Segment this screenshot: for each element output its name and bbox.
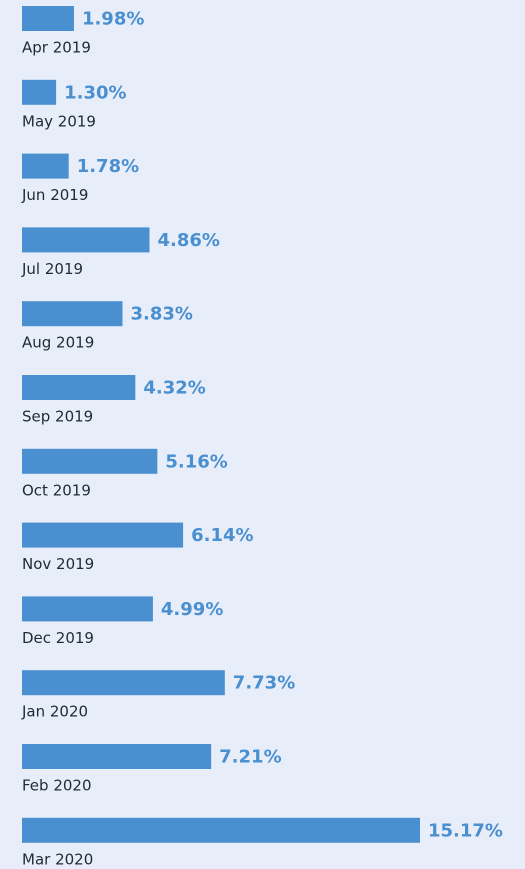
category-label: Mar 2020 [22,850,93,868]
bar [22,670,225,696]
category-label: Jun 2019 [21,186,88,204]
value-label: 3.83% [130,304,192,325]
category-label: Apr 2019 [22,39,91,57]
value-label: 7.73% [233,673,295,694]
value-label: 1.98% [82,9,144,30]
bar [22,79,57,105]
category-label: Sep 2019 [22,408,93,426]
value-label: 7.21% [219,747,281,768]
category-label: Oct 2019 [22,481,91,499]
category-label: Dec 2019 [22,629,94,647]
value-label: 1.30% [64,82,126,103]
bar [22,596,153,622]
value-label: 4.32% [143,378,205,399]
bar [22,744,212,769]
bar [22,817,420,843]
bar [22,448,158,474]
category-label: Jan 2020 [21,703,88,721]
bar [22,227,150,253]
value-label: 5.16% [165,451,227,472]
category-label: Nov 2019 [22,555,94,573]
category-label: Aug 2019 [22,334,94,352]
bar [22,522,184,548]
bar [22,153,69,179]
bar [22,301,123,327]
value-label: 1.78% [77,156,139,177]
category-label: May 2019 [22,112,96,130]
value-label: 15.17% [428,820,503,841]
value-label: 4.99% [161,599,223,620]
bar [22,375,136,400]
category-label: Jul 2019 [21,260,83,278]
category-label: Feb 2020 [22,777,92,795]
value-label: 4.86% [158,230,220,251]
value-label: 6.14% [191,525,253,546]
bar [22,6,74,31]
